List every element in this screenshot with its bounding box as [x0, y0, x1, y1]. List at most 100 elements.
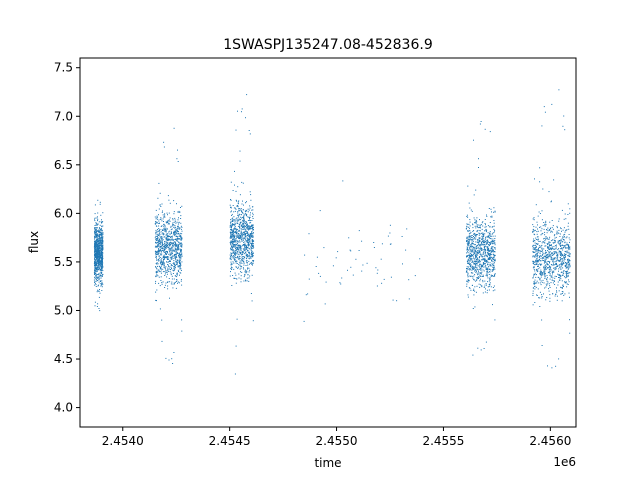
data-point — [235, 248, 237, 249]
data-point — [488, 208, 490, 209]
data-point — [95, 233, 97, 235]
data-point — [181, 243, 183, 245]
data-point — [231, 227, 232, 228]
data-point — [94, 305, 96, 307]
data-point — [231, 254, 232, 256]
data-point — [252, 225, 254, 227]
data-point — [241, 225, 242, 227]
data-point — [533, 273, 535, 275]
data-point — [476, 247, 478, 249]
data-point — [476, 217, 478, 219]
data-point — [243, 243, 245, 245]
data-point — [176, 252, 178, 254]
data-point — [567, 275, 569, 277]
data-point — [540, 264, 542, 266]
data-point — [99, 240, 101, 241]
data-point — [569, 246, 571, 248]
data-point — [485, 226, 487, 228]
data-point — [159, 247, 161, 249]
data-point — [466, 252, 468, 254]
data-point — [240, 248, 242, 250]
data-point — [249, 235, 251, 237]
data-point — [95, 261, 97, 263]
data-point — [534, 178, 535, 180]
data-point — [493, 247, 495, 249]
data-point — [175, 275, 177, 277]
data-point — [472, 267, 474, 269]
data-point — [468, 266, 469, 268]
data-point — [167, 281, 169, 283]
data-point — [238, 238, 240, 240]
data-point — [176, 253, 178, 255]
data-point — [177, 223, 179, 225]
data-point — [568, 254, 570, 256]
data-point — [97, 245, 99, 247]
data-point — [158, 269, 159, 271]
data-point — [493, 222, 495, 224]
data-point — [376, 285, 378, 287]
data-point — [96, 269, 98, 271]
data-point — [567, 268, 569, 270]
data-point — [173, 211, 175, 213]
data-point — [234, 236, 235, 238]
data-point — [162, 281, 164, 283]
data-point — [485, 268, 487, 270]
data-point — [569, 272, 571, 274]
data-point — [555, 266, 557, 268]
data-point — [485, 224, 486, 226]
data-point — [159, 285, 161, 287]
data-point — [485, 261, 487, 262]
data-point — [545, 261, 547, 263]
data-point — [96, 268, 98, 270]
data-point — [467, 250, 469, 252]
data-point — [492, 269, 494, 271]
data-point — [532, 229, 534, 231]
data-point — [548, 246, 550, 248]
data-point — [492, 246, 494, 248]
data-point — [468, 275, 470, 277]
data-point — [494, 319, 496, 321]
data-point — [543, 238, 545, 240]
data-point — [492, 259, 494, 260]
data-point — [477, 251, 479, 253]
data-point — [163, 262, 165, 264]
data-point — [478, 271, 479, 273]
data-point — [159, 234, 161, 236]
data-point — [555, 263, 556, 265]
data-point — [94, 282, 96, 283]
data-point — [230, 240, 232, 242]
data-point — [167, 246, 169, 248]
data-point — [541, 281, 543, 283]
data-point — [535, 263, 537, 265]
data-point — [480, 259, 482, 261]
data-point — [481, 238, 483, 240]
data-point — [99, 256, 101, 258]
data-point — [98, 221, 100, 223]
data-point — [99, 240, 101, 242]
data-point — [99, 289, 100, 290]
data-point — [466, 239, 468, 241]
data-point — [241, 259, 243, 260]
data-point — [233, 232, 235, 234]
data-point — [97, 258, 99, 259]
y-tick-label: 5.5 — [54, 255, 73, 269]
data-point — [478, 232, 480, 234]
data-point — [179, 261, 181, 262]
data-point — [566, 263, 568, 265]
data-point — [180, 225, 182, 227]
data-point — [473, 217, 475, 219]
data-point — [251, 254, 253, 256]
data-point — [177, 249, 179, 251]
data-point — [164, 229, 166, 231]
data-point — [236, 219, 238, 221]
data-point — [470, 253, 472, 255]
data-point — [168, 261, 170, 262]
data-point — [166, 256, 168, 258]
data-point — [248, 226, 250, 228]
data-point — [179, 253, 181, 255]
data-point — [97, 246, 99, 248]
data-point — [240, 230, 242, 232]
data-point — [467, 247, 469, 249]
data-point — [535, 239, 537, 240]
